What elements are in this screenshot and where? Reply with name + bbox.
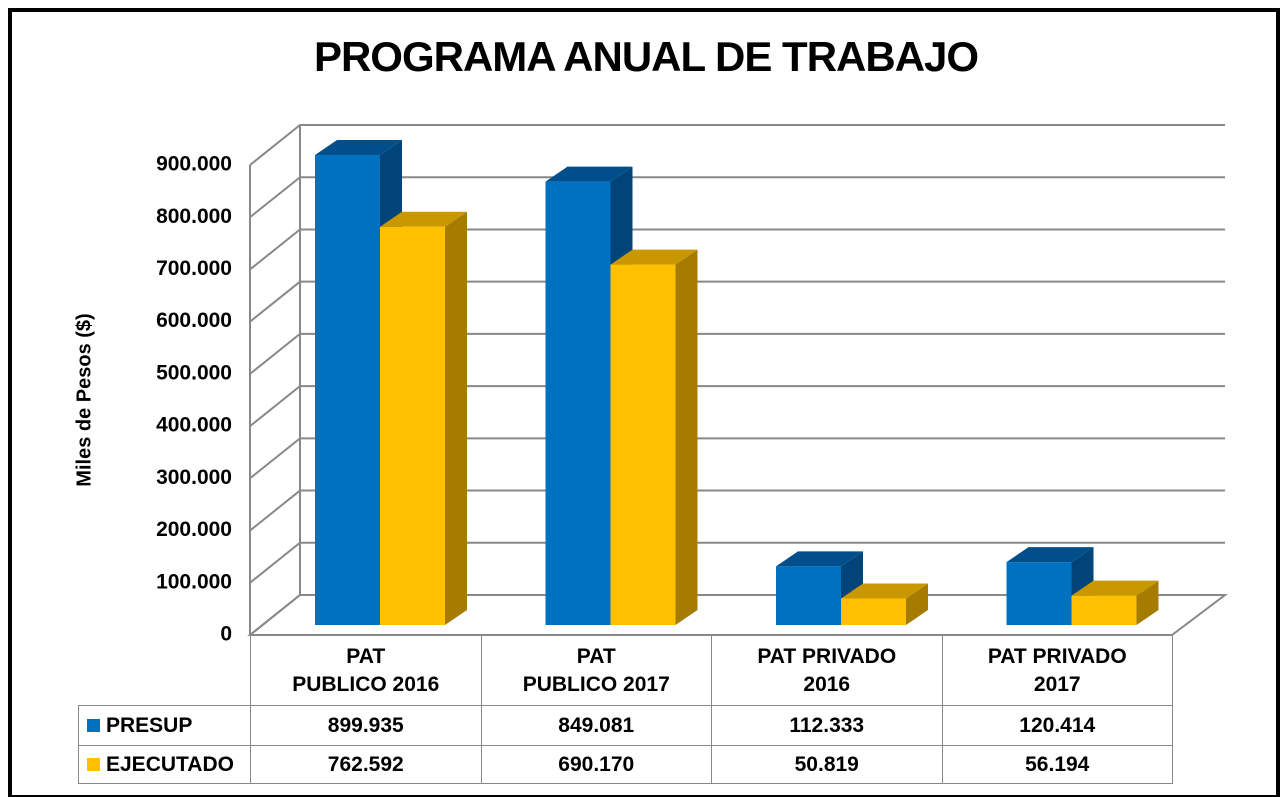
category-label: PAT PUBLICO 2016 bbox=[250, 635, 482, 706]
bar bbox=[610, 264, 676, 625]
chart-title: PROGRAMA ANUAL DE TRABAJO bbox=[314, 33, 978, 80]
y-tick-label: 500.000 bbox=[156, 361, 232, 384]
value-label: 899.935 bbox=[250, 705, 482, 746]
value-label: 762.592 bbox=[250, 745, 482, 784]
y-tick-label: 0 bbox=[220, 623, 232, 646]
bar bbox=[841, 598, 906, 625]
bar-side bbox=[1136, 580, 1159, 625]
category-label: PAT PRIVADO 2016 bbox=[711, 635, 943, 706]
y-tick-label: 700.000 bbox=[156, 257, 232, 280]
y-tick-label: 100.000 bbox=[156, 570, 232, 593]
bar bbox=[315, 155, 380, 626]
value-label: 690.170 bbox=[480, 745, 712, 784]
legend-item: PRESUP bbox=[78, 705, 251, 746]
category-label: PAT PUBLICO 2017 bbox=[480, 635, 712, 706]
value-label: 849.081 bbox=[480, 705, 712, 746]
bar-top bbox=[1006, 547, 1094, 563]
legend-swatch bbox=[87, 758, 100, 771]
bar-top bbox=[841, 583, 928, 599]
bar-side bbox=[445, 211, 467, 625]
value-label: 120.414 bbox=[941, 705, 1173, 746]
bar bbox=[1071, 595, 1137, 625]
bar-side bbox=[906, 583, 928, 625]
bar-top bbox=[545, 166, 633, 182]
value-label: 112.333 bbox=[711, 705, 943, 746]
bar bbox=[776, 566, 841, 625]
y-tick-label: 200.000 bbox=[156, 518, 232, 541]
y-tick-label: 800.000 bbox=[156, 205, 232, 228]
y-tick-label: 600.000 bbox=[156, 309, 232, 332]
y-tick-label: 300.000 bbox=[156, 466, 232, 489]
bar-top bbox=[776, 551, 863, 567]
bar-top bbox=[380, 211, 467, 227]
y-tick-label: 400.000 bbox=[156, 414, 232, 437]
bar bbox=[1006, 562, 1072, 625]
bar-top bbox=[610, 249, 698, 265]
legend-swatch bbox=[87, 719, 100, 732]
bar-top bbox=[315, 140, 402, 156]
bar-side bbox=[675, 249, 698, 626]
legend-item: EJECUTADO bbox=[78, 745, 251, 784]
y-tick-label: 900.000 bbox=[156, 153, 232, 176]
y-axis-label: Miles de Pesos ($) bbox=[73, 313, 95, 486]
legend-label: PRESUP bbox=[106, 713, 193, 737]
value-label: 50.819 bbox=[711, 745, 943, 784]
category-label: PAT PRIVADO 2017 bbox=[941, 635, 1173, 706]
value-label: 56.194 bbox=[941, 745, 1173, 784]
bar bbox=[380, 226, 445, 625]
bar bbox=[545, 181, 611, 625]
bar-top bbox=[1071, 580, 1159, 596]
legend-label: EJECUTADO bbox=[106, 752, 234, 776]
